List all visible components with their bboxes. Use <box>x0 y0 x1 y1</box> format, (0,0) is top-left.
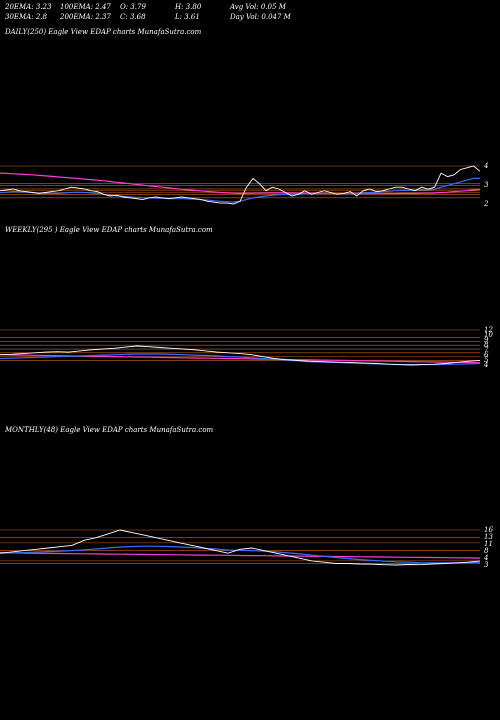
monthly-ema-long-line <box>0 552 481 559</box>
daily-panel-title: DAILY(250) Eagle View EDAP charts Munafa… <box>5 28 202 36</box>
ema100-stat: 100EMA: 2.47 <box>60 3 111 11</box>
ema20-stat: 20EMA: 3.23 <box>5 3 52 11</box>
daily-price-line <box>0 165 481 205</box>
ema30-stat: 30EMA: 2.8 <box>5 13 47 21</box>
weekly-y-tick-2: 9 <box>484 336 489 344</box>
weekly-y-tick-7: 4 <box>483 361 488 369</box>
monthly-y-tick-3: 8 <box>484 547 489 555</box>
high-stat: H: 3.80 <box>175 3 202 11</box>
monthly-ema-short-line <box>0 545 481 564</box>
monthly-y-tick-1: 13 <box>484 533 493 541</box>
weekly-y-tick-6: 5 <box>484 356 489 364</box>
weekly-panel-title: WEEKLY(295 ) Eagle View EDAP charts Muna… <box>5 226 213 234</box>
open-stat: O: 3.79 <box>120 3 146 11</box>
monthly-y-tick-4: 4 <box>483 554 488 562</box>
avg-vol-stat: Avg Vol: 0.05 M <box>230 3 286 11</box>
monthly-y-tick-2: 11 <box>484 540 493 548</box>
ema200-stat: 200EMA: 2.37 <box>60 13 111 21</box>
monthly-y-tick-5: 3 <box>484 561 489 569</box>
weekly-y-tick-3: 8 <box>484 341 489 349</box>
daily-y-tick-2: 2 <box>483 200 489 208</box>
monthly-price-line <box>0 529 481 566</box>
daily-ema-long-line <box>0 172 481 195</box>
day-vol-stat: Day Vol: 0.047 M <box>230 13 291 21</box>
weekly-price-line <box>0 345 481 366</box>
monthly-panel-title: MONTHLY(48) Eagle View EDAP charts Munaf… <box>5 426 214 434</box>
weekly-y-tick-5: 6 <box>484 351 489 359</box>
low-stat: L: 3.61 <box>175 13 200 21</box>
daily-ema-short-line <box>0 177 480 203</box>
daily-y-tick-0: 4 <box>483 162 488 170</box>
monthly-y-tick-0: 16 <box>484 526 493 534</box>
weekly-y-tick-1: 10 <box>484 331 493 339</box>
weekly-y-tick-4: 7 <box>484 346 489 354</box>
weekly-y-tick-0: 12 <box>484 326 493 334</box>
daily-chart: 4 3 2 <box>0 162 489 208</box>
close-stat: C: 3.68 <box>120 13 146 21</box>
daily-y-tick-1: 3 <box>484 181 489 189</box>
